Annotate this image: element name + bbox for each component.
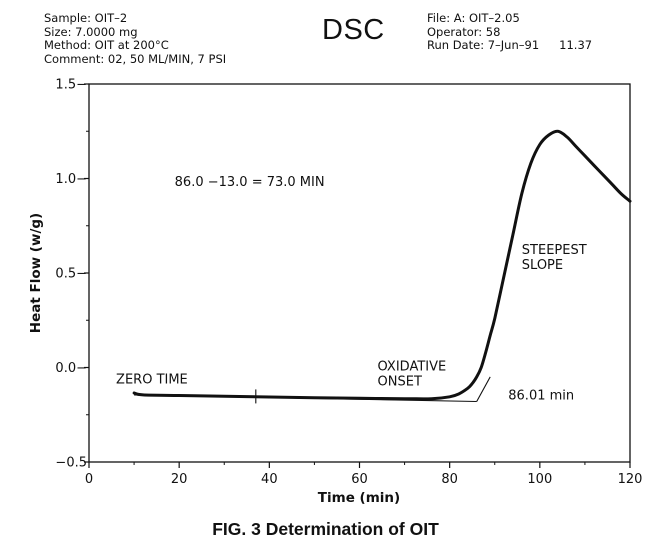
x-tick-label: 60: [351, 472, 368, 487]
annotation-label: SLOPE: [522, 258, 563, 273]
comment-label: Comment: 02, 50 ML/MIN, 7 PSI: [44, 51, 227, 66]
y-tick-label: 1.5−: [55, 78, 87, 93]
figure-caption: FIG. 3 Determination of OIT: [212, 519, 439, 539]
run-date-label: Run Date: 7–Jun–91: [427, 38, 540, 52]
header-right: File: A: OIT–2.05 Operator: 58 Run Date:…: [427, 11, 593, 53]
annotation-label: 86.0 −13.0 = 73.0 MIN: [175, 175, 325, 190]
y-tick-label: −0.5: [55, 456, 87, 471]
chart-title: DSC: [322, 14, 385, 46]
x-tick-label: 80: [441, 472, 458, 487]
operator-label: Operator: 58: [427, 24, 501, 39]
run-date-line: Run Date: 7–Jun–91 11.37: [427, 38, 593, 53]
x-tick-label: 20: [171, 472, 188, 487]
y-tick-label: 1.0−: [55, 172, 87, 187]
x-tick-label: 120: [618, 472, 643, 487]
sample-label: Sample: OIT–2: [44, 11, 128, 25]
y-axis-label: Heat Flow (w/g): [28, 213, 44, 333]
method-label: Method: OIT at 200°C: [44, 38, 169, 52]
annotation-label: ONSET: [378, 374, 422, 389]
file-label: File: A: OIT–2.05: [427, 11, 520, 25]
x-axis-label: Time (min): [318, 490, 400, 506]
annotation-label: 86.01 min: [508, 389, 574, 404]
x-tick-label: 0: [85, 472, 93, 487]
size-label: Size: 7.0000 mg: [44, 24, 138, 39]
tick-labels: 0 20 40 60 80 100 120 −0.5 0.0− 0.5− 1.0− 1.5−: [55, 78, 642, 488]
x-tick-label: 40: [261, 472, 278, 487]
x-tick-label: 100: [527, 472, 552, 487]
annotation-label: ZERO TIME: [116, 373, 188, 388]
run-time-label: 11.37: [559, 38, 593, 52]
annotation-label: OXIDATIVE: [378, 359, 447, 374]
annotation-label: STEEPEST: [522, 243, 587, 258]
axis-ticks: [84, 83, 631, 468]
y-tick-label: 0.0−: [55, 361, 87, 376]
header-left: Sample: OIT–2 Size: 7.0000 mg Method: OI…: [44, 11, 227, 66]
y-tick-label: 0.5−: [55, 267, 87, 282]
heat-flow-curve: [132, 129, 632, 401]
steepest-slope-tangent: [476, 376, 491, 402]
